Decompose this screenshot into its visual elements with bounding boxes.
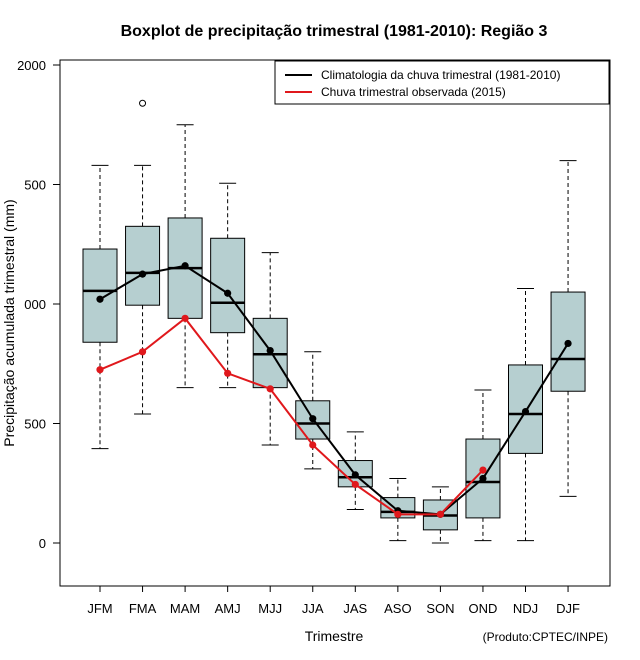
series-point — [266, 347, 274, 355]
x-tick-label: SON — [426, 601, 454, 616]
y-tick-label: 500 — [24, 178, 46, 193]
series-point — [309, 441, 317, 449]
legend-box — [274, 60, 610, 105]
x-tick-label: JFM — [87, 601, 112, 616]
series-point — [351, 480, 359, 489]
box-djf — [550, 160, 586, 497]
series-observed — [96, 314, 487, 518]
y-axis-label: Precipitação acumulada trimestral (mm) — [1, 199, 17, 446]
y-tick-label: 0 — [39, 536, 46, 551]
series-point — [564, 339, 572, 348]
legend-label-climatology: Climatologia da chuva trimestral (1981-2… — [321, 68, 560, 82]
credit-text: (Produto:CPTEC/INPE) — [483, 630, 608, 644]
series-point — [436, 510, 444, 518]
series-point — [309, 415, 317, 423]
box-body — [125, 225, 161, 306]
series-point — [479, 466, 487, 474]
x-tick-label: AMJ — [215, 601, 241, 616]
series-point — [521, 407, 530, 416]
series-point — [266, 385, 274, 393]
y-tick-label: 2000 — [17, 58, 46, 73]
x-tick-label: JAS — [343, 601, 367, 616]
series-point — [394, 510, 402, 518]
x-tick-label: JJA — [302, 601, 324, 616]
x-tick-label: NDJ — [513, 601, 538, 616]
box-jfm — [82, 164, 118, 450]
x-tick-label: MJJ — [258, 601, 282, 616]
series-point — [138, 270, 147, 278]
x-axis-label: Trimestre — [305, 628, 364, 644]
y-tick-label: 000 — [24, 297, 46, 312]
y-tick-label: 500 — [24, 417, 46, 432]
series-point — [181, 262, 189, 270]
outlier-point — [139, 99, 147, 107]
series-point — [96, 295, 104, 303]
series-point — [181, 314, 189, 322]
series-point — [224, 369, 232, 377]
box-mam — [167, 124, 203, 389]
series-line — [99, 264, 569, 516]
chart-title: Boxplot de precipitação trimestral (1981… — [121, 23, 548, 40]
series-point — [96, 366, 104, 374]
series-point — [224, 289, 232, 297]
legend-label-observed: Chuva trimestral observada (2015) — [321, 85, 506, 99]
box-ond — [465, 389, 501, 542]
x-tick-label: FMA — [129, 601, 157, 616]
legend: Climatologia da chuva trimestral (1981-2… — [274, 60, 610, 105]
x-tick-label: MAM — [170, 601, 200, 616]
x-tick-label: DJF — [556, 601, 580, 616]
series-point — [351, 471, 359, 479]
series-point — [479, 474, 487, 483]
x-tick-label: ASO — [384, 601, 411, 616]
box-jas — [337, 431, 373, 511]
x-tick-label: OND — [469, 601, 498, 616]
series-point — [138, 348, 147, 356]
box-fma — [125, 99, 161, 415]
series-line — [99, 316, 484, 516]
box-jja — [295, 351, 331, 470]
